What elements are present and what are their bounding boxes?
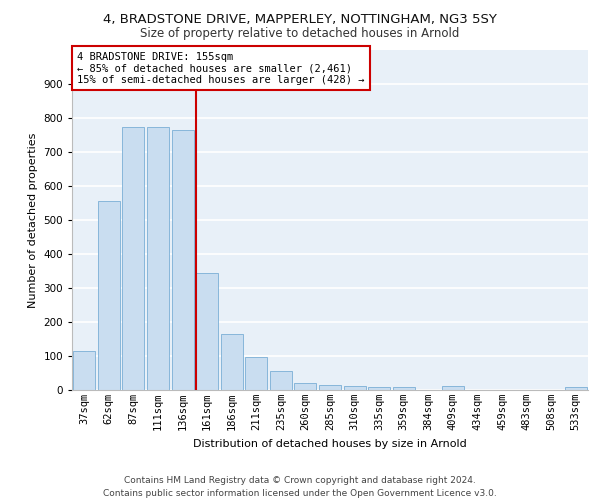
Text: Size of property relative to detached houses in Arnold: Size of property relative to detached ho…: [140, 28, 460, 40]
Y-axis label: Number of detached properties: Number of detached properties: [28, 132, 38, 308]
Bar: [245, 356, 268, 390]
Bar: [392, 388, 415, 390]
Bar: [196, 272, 218, 390]
Text: Contains HM Land Registry data © Crown copyright and database right 2024.
Contai: Contains HM Land Registry data © Crown c…: [103, 476, 497, 498]
Bar: [221, 334, 243, 390]
Bar: [147, 126, 169, 390]
Bar: [319, 385, 341, 390]
Bar: [98, 202, 120, 390]
Bar: [344, 386, 365, 390]
Bar: [73, 351, 95, 390]
Bar: [565, 386, 587, 390]
Bar: [442, 386, 464, 390]
Bar: [122, 126, 145, 390]
Bar: [172, 130, 194, 390]
Text: 4, BRADSTONE DRIVE, MAPPERLEY, NOTTINGHAM, NG3 5SY: 4, BRADSTONE DRIVE, MAPPERLEY, NOTTINGHA…: [103, 12, 497, 26]
Bar: [368, 386, 390, 390]
Text: 4 BRADSTONE DRIVE: 155sqm
← 85% of detached houses are smaller (2,461)
15% of se: 4 BRADSTONE DRIVE: 155sqm ← 85% of detac…: [77, 52, 365, 85]
X-axis label: Distribution of detached houses by size in Arnold: Distribution of detached houses by size …: [193, 438, 467, 448]
Bar: [270, 372, 292, 390]
Bar: [295, 382, 316, 390]
